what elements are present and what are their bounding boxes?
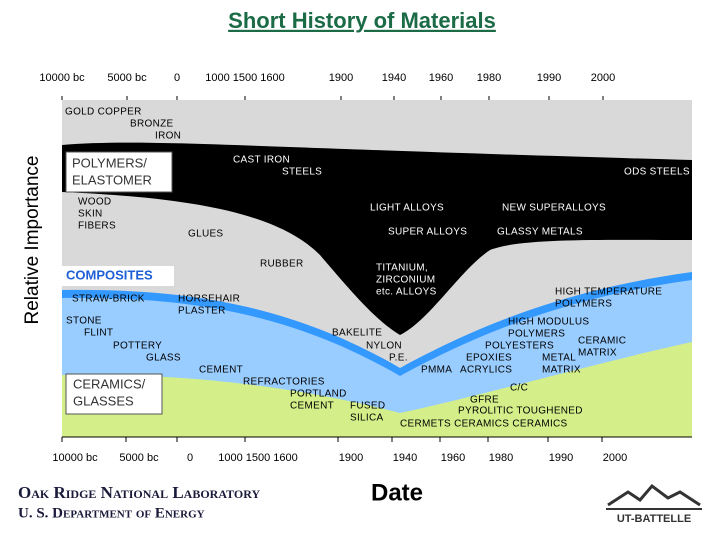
bottom-axis-label: 2000 (603, 452, 627, 464)
material-label: GFRE (470, 395, 499, 406)
material-label: BRONZE (130, 119, 173, 130)
material-label: STEELS (282, 167, 322, 178)
top-axis-label: 5000 bc (107, 72, 147, 84)
material-label: BAKELITE (332, 328, 382, 339)
partner: UT-BATTELLE (617, 513, 691, 525)
top-axis-label: 0 (174, 72, 180, 84)
material-label: METAL (542, 353, 576, 364)
material-label: GLASSES (73, 393, 134, 408)
material-label: GOLD COPPER (65, 107, 142, 118)
x-axis-label: Date (371, 479, 423, 506)
material-label: P.E. (389, 353, 408, 364)
material-label: REFRACTORIES (243, 377, 325, 388)
polymers-box (65, 151, 173, 193)
metals-region (62, 142, 692, 335)
material-label: ACRYLICS (460, 365, 512, 376)
material-label: PLASTER (178, 306, 226, 317)
material-label: LIGHT ALLOYS (370, 203, 444, 214)
bottom-axis-label: 0 (187, 452, 193, 464)
material-label: PMMA (421, 365, 452, 376)
material-label: NEW SUPERALLOYS (502, 203, 606, 214)
logo-mountains (607, 483, 701, 507)
material-label: HORSEHAIR (178, 294, 240, 305)
material-label: ODS STEELS (624, 167, 690, 178)
material-label: STRAW-BRICK (72, 294, 145, 305)
material-label: FIBERS (78, 221, 116, 232)
material-label: CEMENT (199, 365, 243, 376)
material-label: GLASS (146, 353, 181, 364)
y-axis-label: Relative Importance (22, 156, 43, 325)
material-label: IRON (155, 131, 181, 142)
material-label: CERAMICS/ (73, 376, 146, 391)
material-label: TITANIUM, (376, 263, 428, 274)
material-label: SUPER ALLOYS (388, 227, 467, 238)
material-label: POLYESTERS (485, 341, 554, 352)
title: Short History of Materials (228, 8, 496, 33)
material-label: POTTERY (113, 341, 162, 352)
ceramics-box (65, 373, 163, 415)
material-label: CERAMIC (578, 336, 626, 347)
material-label: EPOXIES (466, 353, 512, 364)
material-label: ZIRCONIUM (376, 275, 435, 286)
material-label: CAST IRON (233, 155, 290, 166)
material-label: STONE (66, 316, 102, 327)
material-label: CERMETS CERAMICS CERAMICS (400, 419, 568, 430)
bottom-axis-label: 1900 (339, 452, 363, 464)
partner-logo: UT-BATTELLE (606, 483, 702, 525)
material-label: ELASTOMER (72, 172, 152, 187)
material-label: HIGH MODULUS (508, 317, 589, 328)
bottom-axis-label: 5000 bc (119, 452, 159, 464)
ceramics-region (62, 342, 692, 437)
material-label: POLYMERS/ (72, 155, 147, 170)
material-label: FLINT (84, 328, 113, 339)
material-label: etc. ALLOYS (376, 287, 437, 298)
department: U. S. Department of Energy (18, 505, 205, 521)
bottom-axis-label: 1940 (393, 452, 417, 464)
material-label: WOOD (78, 197, 111, 208)
organization: Oak Ridge National Laboratory (18, 483, 260, 502)
bottom-axis-label: 1980 (489, 452, 513, 464)
material-label: COMPOSITES (66, 267, 153, 282)
material-label: NYLON (366, 341, 402, 352)
top-axis-label: 1980 (477, 72, 501, 84)
material-label: RUBBER (260, 259, 303, 270)
top-axis-label: 10000 bc (39, 72, 85, 84)
material-label: POLYMERS (508, 329, 565, 340)
material-label: SILICA (350, 413, 384, 424)
composites-box (62, 266, 174, 286)
top-axis-label: 1000 1500 1600 (205, 72, 285, 84)
top-axis-label: 1960 (429, 72, 453, 84)
top-axis-label: 1990 (537, 72, 561, 84)
material-label: PORTLAND (290, 389, 347, 400)
material-label: C/C (510, 383, 528, 394)
material-label: MATRIX (578, 348, 617, 359)
material-label: FUSED (350, 401, 385, 412)
bottom-axis-label: 10000 bc (52, 452, 98, 464)
top-axis-label: 1940 (382, 72, 406, 84)
material-label: PYROLITIC TOUGHENED (458, 406, 583, 417)
bottom-axis-label: 1960 (441, 452, 465, 464)
bottom-axis-label: 1000 1500 1600 (218, 452, 298, 464)
material-label: GLASSY METALS (497, 227, 583, 238)
material-label: GLUES (188, 229, 223, 240)
material-label: HIGH TEMPERATURE (555, 287, 662, 298)
bottom-axis-label: 1990 (549, 452, 573, 464)
top-axis-label: 2000 (591, 72, 615, 84)
material-label: MATRIX (542, 365, 581, 376)
top-axis-label: 1900 (329, 72, 353, 84)
material-label: SKIN (78, 209, 103, 220)
material-label: POLYMERS (555, 299, 612, 310)
plot (62, 100, 692, 438)
material-label: CEMENT (290, 401, 334, 412)
